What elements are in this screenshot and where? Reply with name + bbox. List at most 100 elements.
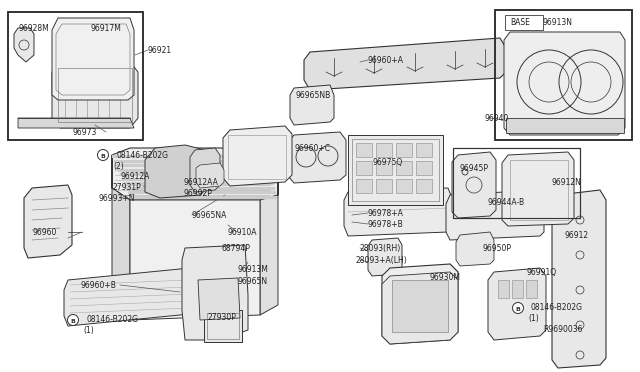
Text: BASE: BASE	[510, 17, 530, 26]
Polygon shape	[552, 190, 606, 368]
Polygon shape	[288, 132, 346, 183]
Text: 96928M: 96928M	[18, 23, 49, 32]
Text: B: B	[516, 307, 520, 312]
Bar	[392, 280, 448, 332]
Text: 96945P: 96945P	[460, 164, 489, 173]
Bar	[356, 143, 372, 157]
Bar	[453, 148, 580, 218]
Polygon shape	[368, 238, 402, 276]
Polygon shape	[118, 169, 271, 171]
Text: (1): (1)	[528, 314, 539, 323]
Text: 96921: 96921	[148, 45, 172, 55]
Polygon shape	[130, 196, 277, 199]
Polygon shape	[198, 278, 240, 320]
Polygon shape	[112, 155, 268, 158]
Polygon shape	[116, 164, 270, 167]
Bar	[495, 10, 632, 140]
Polygon shape	[196, 163, 224, 188]
Bar	[526, 280, 537, 298]
Polygon shape	[382, 264, 458, 344]
Text: 96910A: 96910A	[228, 228, 257, 237]
Polygon shape	[120, 173, 272, 176]
Bar	[453, 148, 580, 218]
Text: 96978+B: 96978+B	[368, 219, 404, 228]
Text: 27930P: 27930P	[208, 314, 237, 323]
Bar	[498, 280, 509, 298]
Polygon shape	[24, 185, 72, 258]
Polygon shape	[344, 188, 452, 236]
Circle shape	[513, 302, 524, 314]
Text: 96978+A: 96978+A	[368, 208, 404, 218]
Bar	[228, 135, 286, 179]
Text: 96975Q: 96975Q	[373, 157, 403, 167]
Bar	[512, 280, 523, 298]
Text: 96917M: 96917M	[90, 23, 121, 32]
Text: 96973: 96973	[72, 128, 97, 137]
Text: 96965NB: 96965NB	[296, 90, 332, 99]
Polygon shape	[452, 152, 496, 218]
Polygon shape	[52, 62, 138, 128]
Polygon shape	[304, 38, 506, 90]
Polygon shape	[124, 182, 274, 185]
Bar	[376, 143, 392, 157]
Text: 96940: 96940	[485, 113, 509, 122]
Bar	[495, 10, 632, 140]
Text: 96944A-B: 96944A-B	[488, 198, 525, 206]
Polygon shape	[446, 190, 544, 240]
Text: 96960+B: 96960+B	[80, 280, 116, 289]
Polygon shape	[122, 177, 273, 180]
Bar	[8, 12, 143, 140]
Text: 96993+N: 96993+N	[98, 193, 134, 202]
Bar	[416, 179, 432, 193]
Bar	[356, 161, 372, 175]
Text: 96950P: 96950P	[483, 244, 512, 253]
Bar	[510, 160, 568, 220]
Polygon shape	[456, 232, 494, 266]
Text: 96960: 96960	[32, 228, 56, 237]
Text: 96912AA: 96912AA	[183, 177, 218, 186]
Bar	[352, 139, 439, 201]
Text: 28093+A(LH): 28093+A(LH)	[356, 256, 408, 264]
Bar	[396, 143, 412, 157]
Text: 96960+C: 96960+C	[295, 144, 331, 153]
Text: 96930M: 96930M	[430, 273, 461, 282]
Text: 27931P: 27931P	[112, 183, 141, 192]
Bar	[204, 310, 242, 342]
Bar	[356, 179, 372, 193]
Text: (1): (1)	[83, 327, 93, 336]
Text: 28093(RH): 28093(RH)	[360, 244, 401, 253]
Bar	[376, 161, 392, 175]
Bar	[416, 143, 432, 157]
Circle shape	[97, 150, 109, 160]
Text: B: B	[100, 154, 106, 159]
Bar	[207, 313, 239, 339]
Bar	[416, 161, 432, 175]
Text: 96992P: 96992P	[183, 189, 212, 198]
Text: B: B	[70, 319, 76, 324]
Polygon shape	[260, 160, 278, 315]
Bar	[506, 118, 624, 133]
Polygon shape	[190, 148, 220, 192]
Text: 96960+A: 96960+A	[368, 55, 404, 64]
Polygon shape	[145, 145, 210, 198]
Polygon shape	[502, 152, 574, 226]
Polygon shape	[182, 245, 248, 340]
Polygon shape	[112, 155, 130, 320]
Bar	[376, 179, 392, 193]
Polygon shape	[126, 186, 275, 189]
Text: 96912: 96912	[565, 231, 589, 240]
Bar	[8, 12, 143, 140]
Bar	[396, 161, 412, 175]
Polygon shape	[18, 118, 134, 128]
Text: 08146-B202G: 08146-B202G	[86, 315, 138, 324]
Text: 08146-B202G: 08146-B202G	[116, 151, 168, 160]
Text: 96991Q: 96991Q	[527, 267, 557, 276]
Text: 96965NA: 96965NA	[192, 211, 227, 219]
Text: 96912A: 96912A	[120, 171, 149, 180]
Text: R9690036: R9690036	[543, 326, 582, 334]
Bar	[58, 68, 132, 122]
Text: 08146-B202G: 08146-B202G	[531, 304, 583, 312]
Bar	[505, 15, 543, 30]
Text: (2): (2)	[113, 161, 124, 170]
Circle shape	[67, 314, 79, 326]
